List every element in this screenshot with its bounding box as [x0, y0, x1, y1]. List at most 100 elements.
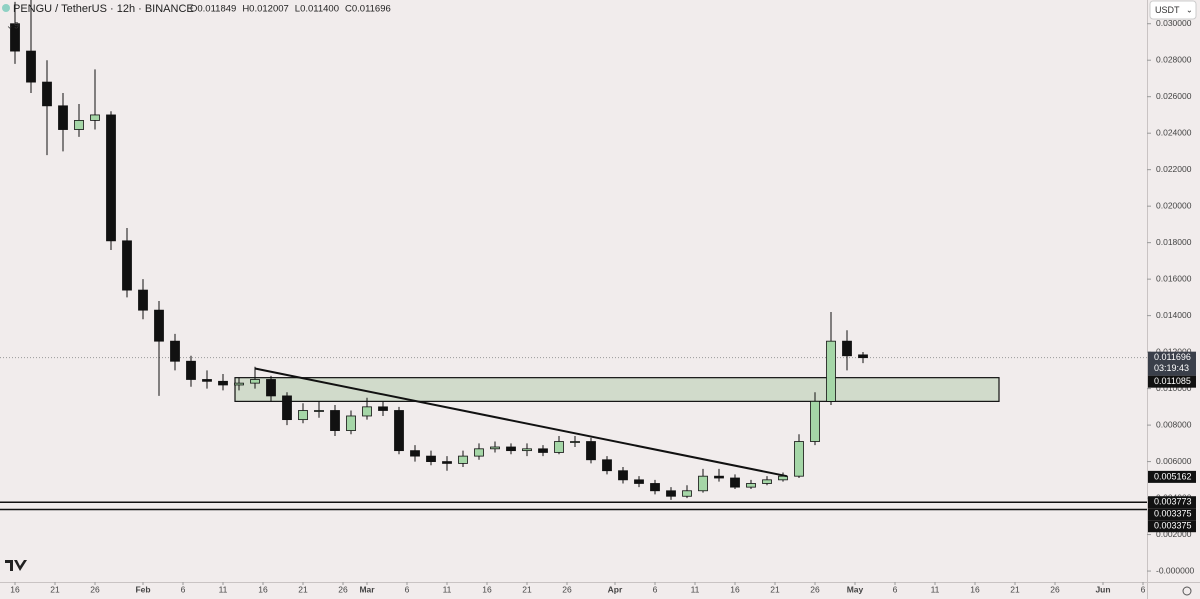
x-tick-label: 16 [482, 584, 492, 594]
candle-body [346, 415, 356, 431]
y-tick-label: 0.028000 [1156, 54, 1192, 64]
dropdown-arrow[interactable]: ⌄ [1186, 6, 1193, 15]
indicator-count[interactable]: 9 [14, 20, 19, 30]
candle-body [586, 441, 596, 461]
indicator-toggle[interactable]: ⌄ [6, 20, 14, 30]
y-tick-label: 0.018000 [1156, 237, 1192, 247]
candle-body [730, 477, 740, 488]
y-tick-label: 0.016000 [1156, 273, 1192, 283]
candle-body [26, 50, 36, 83]
x-tick-label: 21 [770, 584, 780, 594]
candle-body [122, 240, 132, 291]
candle-body [314, 410, 324, 412]
candle-body [858, 354, 868, 359]
candle-body [250, 379, 260, 384]
candle-body [522, 448, 532, 452]
x-tick-label: 11 [443, 584, 452, 594]
y-tick-label: 0.010000 [1156, 383, 1192, 393]
price-tag [1148, 520, 1196, 533]
x-tick-label: 6 [893, 584, 898, 594]
settings-icon[interactable] [1182, 586, 1192, 596]
candle-body [826, 340, 836, 402]
candle-body [106, 114, 116, 242]
candle-body [490, 446, 500, 450]
price-tag-label: 0.003375 [1154, 509, 1192, 519]
x-tick-label: 16 [10, 584, 20, 594]
candle-body [154, 309, 164, 342]
candle-body [810, 400, 820, 442]
candle-body [618, 470, 628, 481]
y-tick-label: -0.000000 [1156, 565, 1195, 575]
x-tick-label: 11 [931, 584, 940, 594]
x-tick-label: Feb [135, 584, 150, 594]
candle-body [202, 379, 212, 382]
candle-body [330, 410, 340, 431]
price-tag [1148, 508, 1196, 521]
candle-body [10, 23, 20, 52]
candle-body [602, 459, 612, 472]
currency-button[interactable] [1149, 0, 1197, 20]
candle-body [410, 450, 420, 457]
x-tick-label: 11 [691, 584, 700, 594]
ohlc-value: O0.011849 [190, 4, 236, 15]
x-tick-label: Mar [359, 584, 375, 594]
candle-body [42, 81, 52, 107]
candle-body [282, 395, 292, 421]
candle-body [794, 441, 804, 477]
x-tick-label: 21 [522, 584, 532, 594]
price-tag [1148, 375, 1196, 388]
price-tag-label: 0.011085 [1154, 376, 1191, 386]
x-tick-label: May [847, 584, 864, 594]
ohlc-legend: O0.011849 H0.012007 L0.011400 C0.011696 [190, 4, 391, 15]
candle-body [234, 382, 244, 386]
x-tick-label: 26 [90, 584, 100, 594]
ohlc-value: L0.011400 [295, 4, 339, 15]
currency-label[interactable]: USDT [1155, 5, 1180, 15]
x-tick-label: 16 [730, 584, 740, 594]
candle-body [458, 455, 468, 464]
x-tick-label: 6 [653, 584, 658, 594]
x-tick-label: Jun [1095, 584, 1110, 594]
last-price-tag [1148, 351, 1196, 376]
candle-body [746, 483, 756, 488]
candle-body [266, 379, 276, 397]
y-tick-label: 0.024000 [1156, 127, 1192, 137]
logo-mark [5, 560, 27, 571]
trendline [254, 367, 788, 478]
plot [0, 0, 1147, 511]
candle-body [506, 446, 516, 452]
candle-body [650, 483, 660, 492]
y-tick-label: 0.008000 [1156, 419, 1192, 429]
x-tick-label: 6 [181, 584, 186, 594]
candle-body [762, 479, 772, 484]
symbol-icon [2, 4, 10, 12]
x-tick-label: 16 [258, 584, 268, 594]
x-tick-label: 16 [970, 584, 980, 594]
x-tick-label: 21 [1010, 584, 1020, 594]
candle-body [74, 120, 84, 130]
ohlc-value: H0.012007 [242, 4, 288, 15]
candle-body [138, 289, 148, 311]
ohlc-value: C0.011696 [345, 4, 391, 15]
last-price-label: 0.011696 [1154, 352, 1191, 362]
y-tick-label: 0.012000 [1156, 346, 1192, 356]
x-tick-label: 26 [810, 584, 820, 594]
x-tick-label: 26 [338, 584, 348, 594]
chart-title: PENGU / TetherUS · 12h · BINANCE [13, 3, 194, 15]
candle-body [714, 475, 724, 479]
candle-body [170, 340, 180, 362]
candle-body [218, 380, 228, 386]
x-tick-label: 21 [298, 584, 308, 594]
price-tag [1148, 470, 1196, 483]
candle-body [442, 461, 452, 464]
candle-body [90, 114, 100, 121]
price-tag-label: 0.003773 [1154, 497, 1192, 507]
candle-body [474, 448, 484, 457]
x-tick-label: 26 [1050, 584, 1060, 594]
x-tick-label: Apr [608, 584, 623, 594]
candle-body [682, 490, 692, 497]
y-tick-label: 0.006000 [1156, 456, 1192, 466]
y-tick-label: 0.030000 [1156, 18, 1192, 28]
